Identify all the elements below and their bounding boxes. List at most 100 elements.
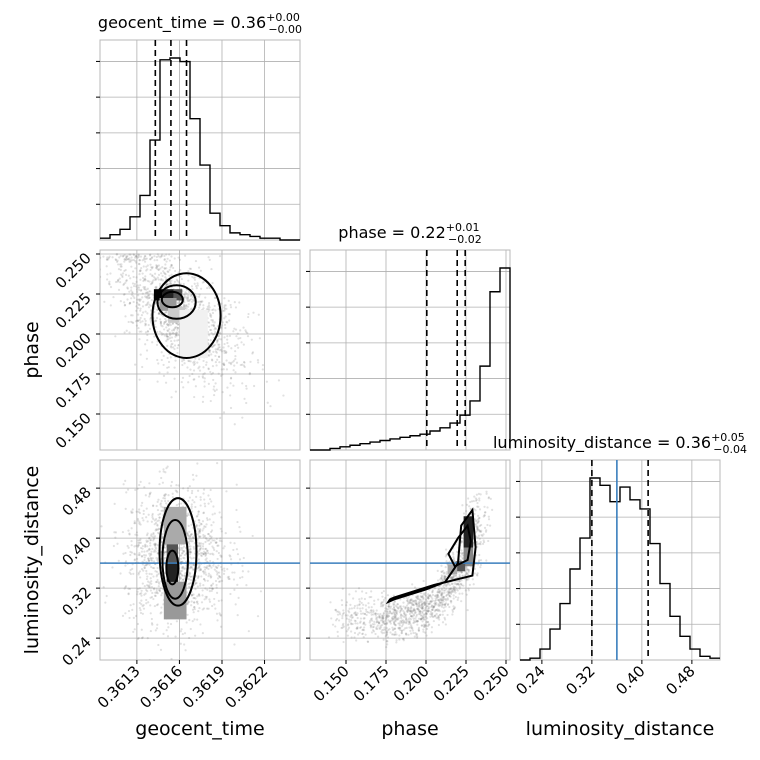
- sample-point: [197, 575, 200, 579]
- sample-point: [165, 260, 168, 263]
- sample-point: [408, 601, 412, 604]
- sample-point: [179, 570, 182, 573]
- sample-point: [167, 282, 170, 286]
- sample-point: [386, 621, 389, 624]
- sample-point: [193, 607, 196, 611]
- sample-point: [143, 558, 146, 562]
- sample-point: [157, 268, 160, 271]
- sample-point: [352, 597, 355, 600]
- sample-point: [373, 620, 376, 623]
- sample-point: [189, 535, 192, 539]
- sample-point: [212, 385, 216, 388]
- sample-point: [179, 269, 182, 272]
- sample-point: [394, 624, 397, 627]
- sample-point: [447, 593, 451, 596]
- sample-point: [165, 283, 168, 286]
- sample-point: [399, 626, 402, 629]
- sample-point: [149, 258, 152, 261]
- sample-point: [198, 549, 201, 552]
- sample-point: [380, 601, 383, 604]
- sample-point: [117, 263, 120, 266]
- y-tick-label: 0.24: [58, 633, 94, 669]
- sample-point: [190, 533, 193, 536]
- sample-point: [134, 259, 137, 263]
- sample-point: [384, 635, 387, 638]
- sample-point: [191, 663, 193, 665]
- sample-point: [161, 325, 164, 328]
- sample-point: [211, 371, 215, 375]
- sample-point: [391, 626, 394, 629]
- grid: [100, 460, 300, 660]
- sample-point: [483, 514, 486, 517]
- sample-point: [425, 617, 429, 620]
- sample-point: [146, 584, 149, 587]
- sample-point: [198, 530, 201, 533]
- sample-point: [442, 589, 445, 592]
- sample-point: [456, 580, 459, 583]
- sample-point: [175, 326, 178, 329]
- sample-point: [191, 372, 194, 376]
- sample-point: [389, 611, 392, 615]
- sample-point: [209, 541, 213, 544]
- sample-point: [118, 263, 122, 266]
- sample-point: [382, 617, 385, 620]
- sample-point: [416, 620, 419, 623]
- sample-point: [176, 328, 179, 331]
- sample-point: [130, 314, 133, 317]
- sample-point: [146, 575, 149, 578]
- sample-point: [476, 572, 479, 575]
- sample-point: [465, 572, 468, 575]
- sample-point: [458, 575, 461, 578]
- sample-point: [438, 609, 441, 613]
- sample-point: [480, 523, 483, 527]
- sample-point: [439, 601, 443, 604]
- sample-point: [398, 622, 401, 625]
- sample-point: [222, 368, 225, 371]
- sample-point: [216, 619, 219, 622]
- sample-point: [213, 328, 216, 331]
- sample-point: [146, 268, 149, 271]
- sample-point: [217, 372, 220, 375]
- sample-point: [212, 393, 216, 397]
- sample-point: [393, 613, 396, 617]
- sample-point: [123, 301, 126, 304]
- density-cell: [447, 564, 458, 575]
- sample-point: [433, 610, 437, 613]
- sample-point: [114, 531, 118, 534]
- sample-point: [449, 590, 452, 593]
- sample-point: [461, 552, 465, 555]
- sample-point: [224, 326, 227, 330]
- sample-point: [217, 334, 220, 337]
- sample-point: [384, 622, 388, 625]
- sample-point: [261, 363, 265, 367]
- y-axis-label-luminosity_distance: luminosity_distance: [21, 466, 43, 655]
- sample-point: [477, 505, 480, 508]
- sample-point: [405, 633, 408, 636]
- sample-point: [211, 365, 215, 368]
- sample-point: [423, 613, 426, 616]
- sample-point: [477, 542, 480, 545]
- sample-point: [158, 589, 162, 592]
- sample-point: [385, 631, 389, 634]
- sample-point: [132, 253, 136, 256]
- sample-point: [412, 617, 415, 620]
- sample-point: [475, 498, 478, 501]
- sample-point: [175, 278, 178, 281]
- sample-point: [209, 314, 213, 317]
- sample-point: [189, 627, 192, 631]
- sample-point: [217, 580, 221, 583]
- sample-point: [145, 257, 148, 260]
- x-tick-label: 0.200: [390, 662, 433, 705]
- sample-point: [177, 299, 180, 303]
- sample-point: [400, 619, 403, 622]
- sample-point: [192, 596, 195, 600]
- sample-point: [212, 521, 215, 524]
- sample-point: [418, 600, 421, 603]
- sample-point: [198, 535, 201, 538]
- sample-point: [227, 299, 230, 302]
- sample-point: [394, 615, 397, 618]
- sample-point: [223, 363, 226, 366]
- sample-point: [171, 492, 174, 495]
- sample-point: [476, 505, 479, 508]
- sample-point: [219, 374, 223, 377]
